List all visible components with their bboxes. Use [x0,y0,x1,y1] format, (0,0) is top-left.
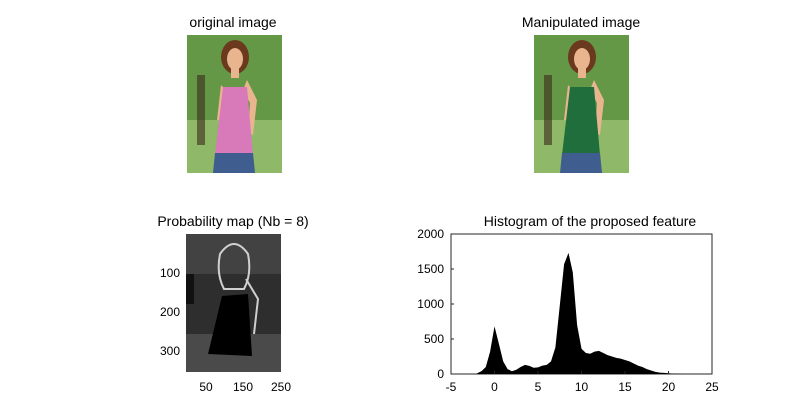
histogram-x-tick-label-1: 0 [491,380,498,394]
probability-map-title: Probability map (Nb = 8) [157,213,309,229]
histogram-x-tick-label-4: 15 [618,380,632,394]
tree-trunk [197,75,205,145]
top [562,87,600,155]
tree-trunk [544,75,552,145]
histogram-x-tick-label-3: 10 [575,380,589,394]
arm-outline [245,278,260,335]
manipulated-image-title: Manipulated image [521,14,641,30]
histogram-x-tick-label-5: 20 [662,380,676,394]
original-image-title: original image [189,14,277,30]
hair-outline [217,243,251,290]
histogram-y-tick-label-0: 0 [437,367,444,381]
manipulated-region [208,294,252,356]
neck [231,68,239,78]
probability-x-tick-2: 150 [232,380,254,394]
neck [578,68,586,78]
histogram-y-tick-label-4: 2000 [417,227,444,241]
manipulated-image [534,35,629,173]
probability-y-tick-3: 300 [159,344,180,358]
probability-x-tick-1: 50 [199,380,213,394]
jeans [560,153,602,173]
jeans [213,153,255,173]
probability-map [186,234,281,372]
face [574,48,590,70]
original-image [187,35,282,173]
face [227,48,243,70]
histogram-y-tick-label-3: 1500 [417,262,444,276]
histogram-x-tick-label-6: 25 [705,380,719,394]
histogram-x-tick-label-0: -5 [446,380,457,394]
top [215,87,253,155]
histogram-y-tick-label-2: 1000 [417,297,444,311]
histogram-area [477,252,686,374]
probability-y-tick-2: 200 [159,305,180,319]
histogram-y-tick-label-1: 500 [424,332,444,346]
probability-y-tick-1: 100 [159,266,180,280]
histogram-title: Histogram of the proposed feature [483,213,697,229]
histogram-x-tick-label-2: 5 [535,380,542,394]
probability-x-tick-3: 250 [270,380,292,394]
